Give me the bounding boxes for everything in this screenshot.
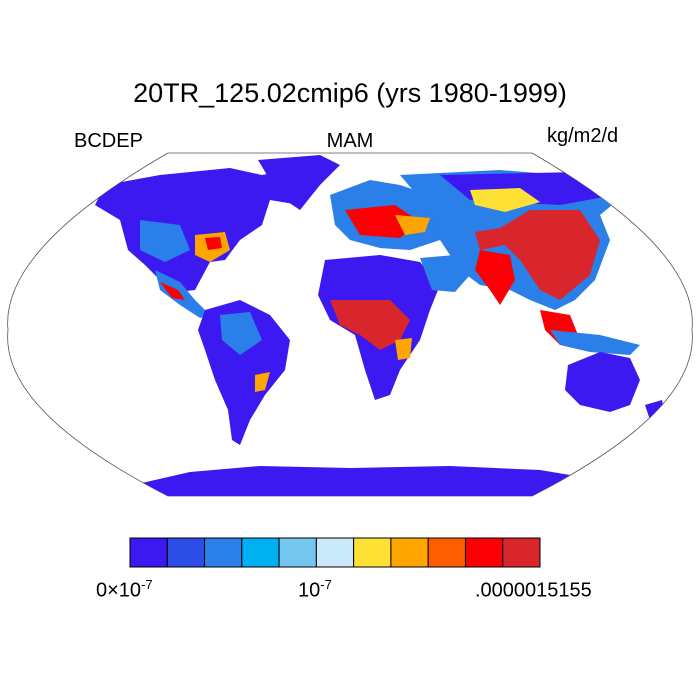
colorbar-box-4 — [278, 537, 317, 568]
europe-heat — [345, 205, 420, 238]
colorbar-box-1 — [166, 537, 206, 568]
colorbar-tick-mid: 10-7 — [298, 577, 332, 602]
colorbar-box-8 — [427, 537, 466, 568]
units-label: kg/m2/d — [547, 125, 619, 147]
variable-label: BCDEP — [74, 130, 143, 152]
colorbar-tick-min: 0×10-7 — [96, 577, 153, 602]
colorbar-box-10 — [502, 537, 541, 568]
na-light — [140, 220, 190, 262]
na-heat-east-core — [205, 237, 222, 250]
colorbar-box-6 — [353, 537, 392, 568]
ca-heat — [160, 282, 185, 300]
map-title: 20TR_125.02cmip6 (yrs 1980-1999) — [133, 78, 567, 108]
colorbar-box-9 — [464, 537, 504, 568]
colorbar-box-0 — [129, 537, 168, 568]
colorbar-tick-max: .0000015155 — [475, 579, 592, 602]
china-heat — [475, 210, 600, 300]
india-heat — [475, 250, 515, 305]
colorbar-box-3 — [241, 537, 280, 568]
australia — [565, 352, 640, 412]
indonesia — [550, 330, 640, 355]
colorbar-box-2 — [204, 537, 243, 568]
europe-heat-yellow — [395, 215, 430, 235]
south-america — [198, 300, 290, 445]
middle-east — [420, 255, 470, 292]
sa-light — [220, 312, 262, 355]
season-label: MAM — [326, 130, 374, 152]
colorbar-box-7 — [390, 537, 429, 568]
greenland — [258, 155, 340, 210]
siberia-yellow — [470, 188, 540, 212]
africa-heat — [330, 300, 410, 350]
sa-heat — [255, 372, 270, 392]
antarctica — [120, 466, 600, 496]
north-america — [95, 168, 320, 292]
africa-heat-east — [395, 338, 412, 360]
central-america — [155, 270, 210, 318]
colorbar-box-5 — [315, 537, 355, 568]
